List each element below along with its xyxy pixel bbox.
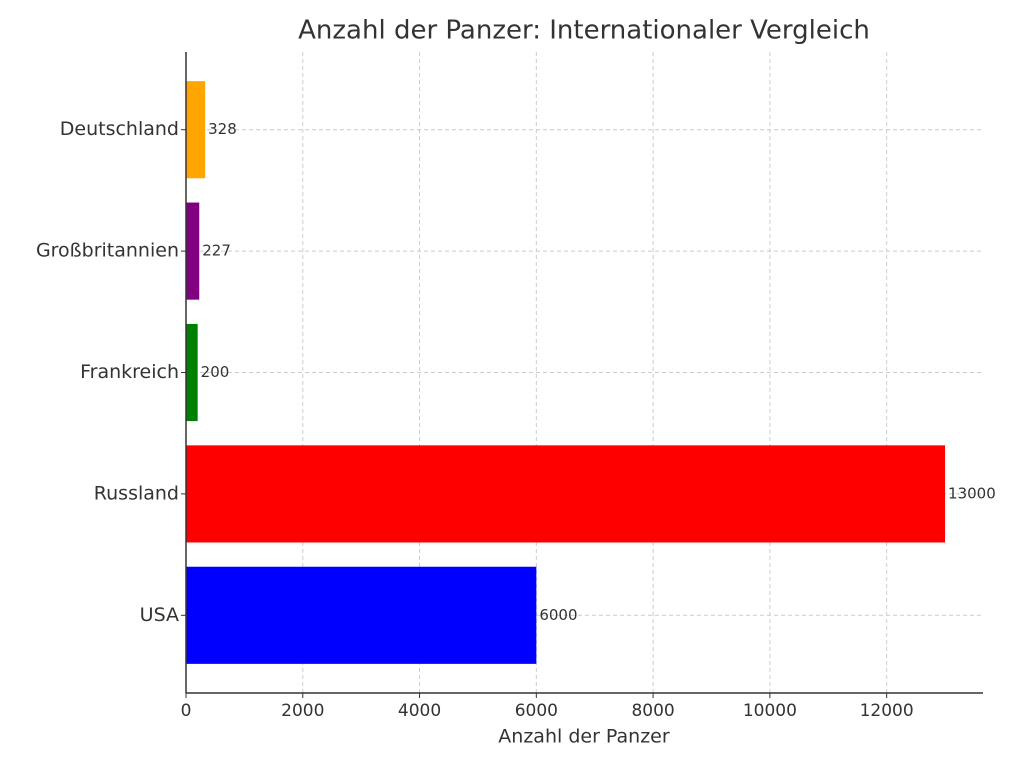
y-tick-label: Russland [94, 482, 179, 504]
value-label: 328 [208, 120, 237, 138]
x-tick-label: 10000 [743, 701, 797, 721]
bar [186, 202, 200, 300]
x-tick-label: 12000 [860, 701, 914, 721]
x-tick-label: 8000 [631, 701, 674, 721]
y-tick-label: Deutschland [60, 118, 179, 140]
x-tick-label: 0 [181, 701, 192, 721]
bar [186, 445, 946, 543]
chart-title: Anzahl der Panzer: Internationaler Vergl… [298, 16, 870, 46]
y-tick-label: Großbritannien [36, 240, 179, 262]
x-tick-label: 2000 [281, 701, 324, 721]
value-label: 13000 [948, 484, 996, 502]
x-tick-label: 4000 [398, 701, 441, 721]
bar [186, 323, 198, 422]
value-label: 200 [201, 363, 230, 381]
value-label: 6000 [539, 606, 577, 624]
x-axis-label: Anzahl der Panzer [498, 726, 670, 748]
value-label: 227 [202, 242, 231, 260]
y-tick-label: USA [140, 604, 179, 626]
x-tick-label: 6000 [515, 701, 558, 721]
bar [186, 566, 537, 664]
bar [186, 81, 206, 179]
y-tick-label: Frankreich [80, 361, 179, 383]
